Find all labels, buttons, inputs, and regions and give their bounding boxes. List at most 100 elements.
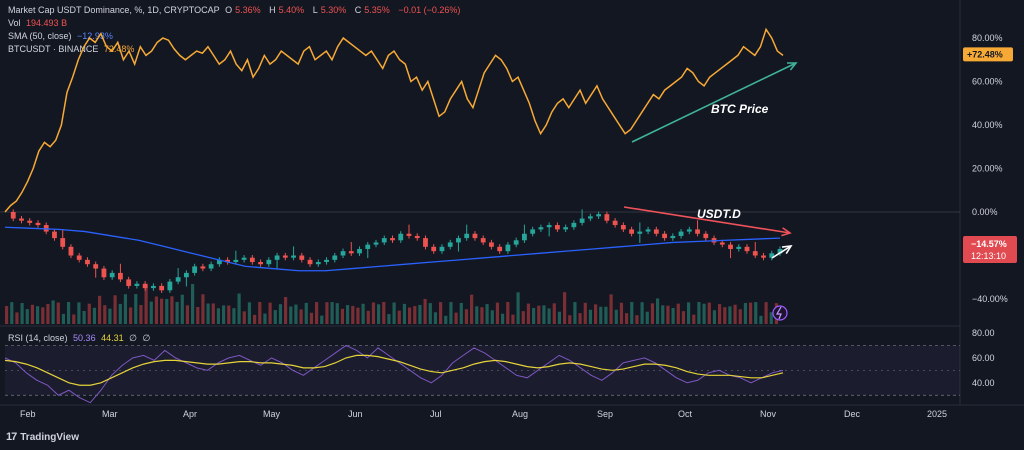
usdt-bounce-arrow-head bbox=[781, 245, 793, 255]
legend-sma: SMA (50, close) −12.93% bbox=[8, 31, 113, 41]
usdt-candle-body bbox=[637, 231, 643, 234]
usdt-price-label-text: −14.57% bbox=[971, 239, 1007, 249]
volume-bar bbox=[77, 302, 81, 324]
volume-bar bbox=[702, 303, 706, 324]
volume-bar bbox=[325, 302, 329, 324]
usdt-candle-body bbox=[423, 238, 428, 247]
usdt-candle-body bbox=[183, 272, 189, 278]
volume-bar bbox=[216, 308, 221, 324]
rsi-axis-tick: 80.00 bbox=[972, 328, 995, 338]
usdt-candle-body bbox=[464, 233, 470, 239]
rsi-ma-line bbox=[4, 354, 784, 386]
volume-bar bbox=[583, 302, 587, 324]
volume-bar bbox=[154, 296, 159, 324]
usdt-candle-body bbox=[118, 272, 123, 280]
tradingview-logo-icon: 17 bbox=[6, 431, 17, 443]
volume-bar bbox=[609, 294, 613, 324]
usdt-trend-arrow bbox=[623, 206, 791, 234]
volume-bar bbox=[743, 302, 748, 324]
volume-bar bbox=[377, 304, 381, 324]
volume-bar bbox=[464, 309, 469, 324]
volume-bar bbox=[594, 304, 598, 324]
usdt-candle-body bbox=[579, 218, 585, 223]
volume-bar bbox=[289, 306, 293, 324]
volume-bar bbox=[340, 308, 345, 324]
usdt-candle-body bbox=[554, 225, 560, 230]
volume-bar bbox=[36, 306, 40, 324]
usdt-candle-body bbox=[629, 229, 634, 234]
usdt-candle-body bbox=[719, 242, 725, 245]
usdt-trend-arrow-head bbox=[781, 227, 792, 237]
volume-bar bbox=[759, 315, 763, 324]
volume-bar bbox=[635, 315, 639, 324]
volume-bar bbox=[728, 306, 732, 324]
volume-bar bbox=[211, 303, 215, 324]
usdt-candle-body bbox=[324, 259, 329, 263]
usdt-candle-body bbox=[60, 238, 66, 247]
usdt-candle-body bbox=[744, 246, 750, 252]
volume-bar bbox=[299, 309, 303, 324]
volume-bar bbox=[645, 311, 649, 324]
usdt-candle-body bbox=[35, 222, 41, 226]
usdt-candle-body bbox=[678, 231, 684, 236]
usdt-candle-body bbox=[274, 255, 280, 260]
volume-bar bbox=[532, 307, 536, 324]
usdt-candle-body bbox=[299, 255, 305, 260]
usdt-candle-body bbox=[134, 283, 140, 286]
volume-bar bbox=[418, 304, 422, 324]
volume-bar bbox=[521, 311, 525, 324]
volume-bar bbox=[516, 292, 520, 324]
usdt-candle-body bbox=[167, 281, 173, 291]
volume-bar bbox=[61, 313, 66, 324]
usdt-candle-body bbox=[522, 233, 527, 241]
legend-change: −0.01 (−0.26%) bbox=[398, 5, 461, 15]
usdt-candle-body bbox=[752, 251, 758, 256]
usdt-candle-body bbox=[686, 229, 692, 232]
usdt-candle-body bbox=[307, 259, 313, 265]
time-axis-tick: Dec bbox=[844, 409, 861, 419]
usdt-candle-body bbox=[645, 229, 651, 232]
volume-bar bbox=[475, 306, 479, 324]
usdt-candle-body bbox=[456, 238, 461, 243]
usdt-candle-body bbox=[76, 255, 82, 260]
btc-trend-arrow-head bbox=[786, 62, 798, 71]
price-axis-tick: 60.00% bbox=[972, 77, 1003, 87]
time-axis-tick: Feb bbox=[20, 409, 36, 419]
legend-title: Market Cap USDT Dominance, %, 1D, CRYPTO… bbox=[8, 5, 220, 15]
volume-bar bbox=[764, 302, 768, 324]
usdt-candle-body bbox=[489, 242, 494, 247]
usdt-candle-body bbox=[365, 244, 371, 249]
volume-bar bbox=[335, 303, 339, 324]
usdt-candle-body bbox=[291, 255, 296, 258]
volume-bar bbox=[707, 302, 711, 324]
volume-bar bbox=[56, 302, 60, 324]
usdt-candle-body bbox=[447, 242, 453, 247]
usdt-candle-body bbox=[480, 238, 486, 243]
usdt-candle-body bbox=[695, 229, 700, 234]
tradingview-logo[interactable]: 17 TradingView bbox=[6, 431, 79, 443]
volume-bar bbox=[501, 313, 505, 324]
usdt-candle-body bbox=[777, 248, 783, 254]
volume-bar bbox=[428, 303, 432, 324]
volume-bar bbox=[769, 312, 773, 324]
volume-bar bbox=[41, 307, 45, 324]
time-axis-tick: Oct bbox=[678, 409, 693, 419]
usdt-candle-body bbox=[736, 246, 742, 249]
usdt-candle-body bbox=[604, 214, 610, 221]
usdt-candle-body bbox=[233, 259, 239, 263]
time-axis-tick: 2025 bbox=[927, 409, 947, 419]
btc-trend-arrow bbox=[631, 62, 797, 143]
usdt-candle-body bbox=[620, 225, 626, 230]
volume-bar bbox=[294, 304, 298, 324]
usdt-candle-body bbox=[390, 238, 395, 241]
usdt-candle-body bbox=[142, 283, 148, 289]
volume-bar bbox=[320, 315, 324, 324]
volume-bar bbox=[676, 303, 680, 324]
time-axis-tick: Aug bbox=[512, 409, 528, 419]
usdt-candle-body bbox=[670, 235, 676, 239]
volume-bar bbox=[671, 307, 675, 324]
usdt-candle-body bbox=[52, 231, 57, 239]
countdown-timer: 12:13:10 bbox=[971, 251, 1006, 261]
time-axis-tick: Sep bbox=[597, 409, 613, 419]
